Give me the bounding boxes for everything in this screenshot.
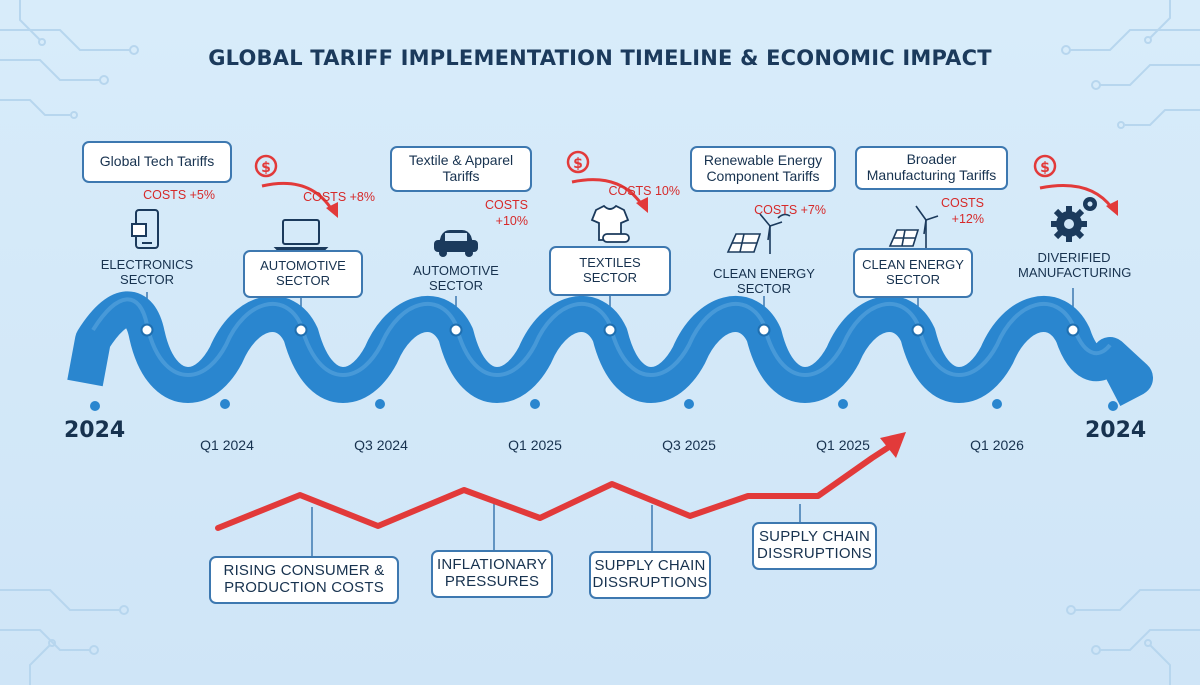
cost-increase-label: COSTS +5%: [143, 188, 215, 202]
tariff-box: Textile & Apparel Tariffs: [390, 146, 532, 192]
dollar-circle-icon: $: [566, 150, 590, 174]
quarter-label: Q1 2025: [816, 437, 870, 453]
cost-increase-label: COSTS 10%: [608, 184, 680, 198]
solar-wind-icon: [888, 205, 939, 248]
sector-label: ELECTRONICS SECTOR: [100, 257, 194, 287]
tariff-box: Global Tech Tariffs: [82, 141, 232, 183]
quarter-label: Q3 2024: [354, 437, 408, 453]
sector-label: DIVERIFIED MANUFACTURING: [1018, 250, 1132, 280]
dollar-circle-icon: $: [254, 154, 278, 178]
tariff-box: Broader Manufacturing Tariffs: [855, 146, 1008, 190]
tshirt-icon: [590, 204, 630, 243]
impact-box: SUPPLY CHAIN DISSRUPTIONS: [752, 522, 877, 570]
svg-text:$: $: [261, 160, 271, 176]
cost-arrows: $ $ $: [254, 150, 1118, 218]
tariff-box: Renewable Energy Component Tariffs: [690, 146, 836, 192]
quarter-label: Q1 2024: [200, 437, 254, 453]
impact-box: RISING CONSUMER & PRODUCTION COSTS: [209, 556, 399, 604]
impact-connectors: [311, 500, 801, 556]
trend-arrowhead: [880, 432, 906, 458]
svg-text:$: $: [1040, 160, 1050, 176]
economic-impact-trend-arrow: [215, 442, 895, 531]
page-title: GLOBAL TARIFF IMPLEMENTATION TIMELINE & …: [208, 46, 992, 70]
smartphone-icon: [131, 209, 159, 249]
gears-icon: [1051, 197, 1097, 242]
cost-increase-label: COSTS +7%: [754, 203, 826, 217]
sector-box: AUTOMOTIVE SECTOR: [243, 250, 363, 298]
impact-box: INFLATIONARY PRESSURES: [431, 550, 553, 598]
cost-increase-label: COSTS +8%: [303, 190, 375, 204]
quarter-label: Q1 2026: [970, 437, 1024, 453]
laptop-icon: [273, 219, 329, 253]
svg-text:$: $: [573, 156, 583, 172]
crest-markers: [140, 323, 1080, 337]
car-icon: [434, 230, 478, 257]
sector-label: AUTOMOTIVE SECTOR: [413, 263, 499, 293]
quarter-label: Q3 2025: [662, 437, 716, 453]
solar-wind-icon: [726, 213, 791, 254]
timeline-start-year: 2024: [64, 418, 126, 443]
timeline-end-year: 2024: [1085, 418, 1147, 443]
cost-increase-label: COSTS +10%: [484, 198, 528, 228]
sector-box: TEXTILES SECTOR: [549, 246, 671, 296]
quarter-label: Q1 2025: [508, 437, 562, 453]
sector-box: CLEAN ENERGY SECTOR: [853, 248, 973, 298]
sector-label: CLEAN ENERGY SECTOR: [713, 266, 815, 296]
timeline-dots: [90, 399, 1118, 411]
dollar-circle-icon: $: [1033, 154, 1057, 178]
cost-increase-label: COSTS +12%: [940, 196, 984, 226]
impact-box: SUPPLY CHAIN DISSRUPTIONS: [589, 551, 711, 599]
